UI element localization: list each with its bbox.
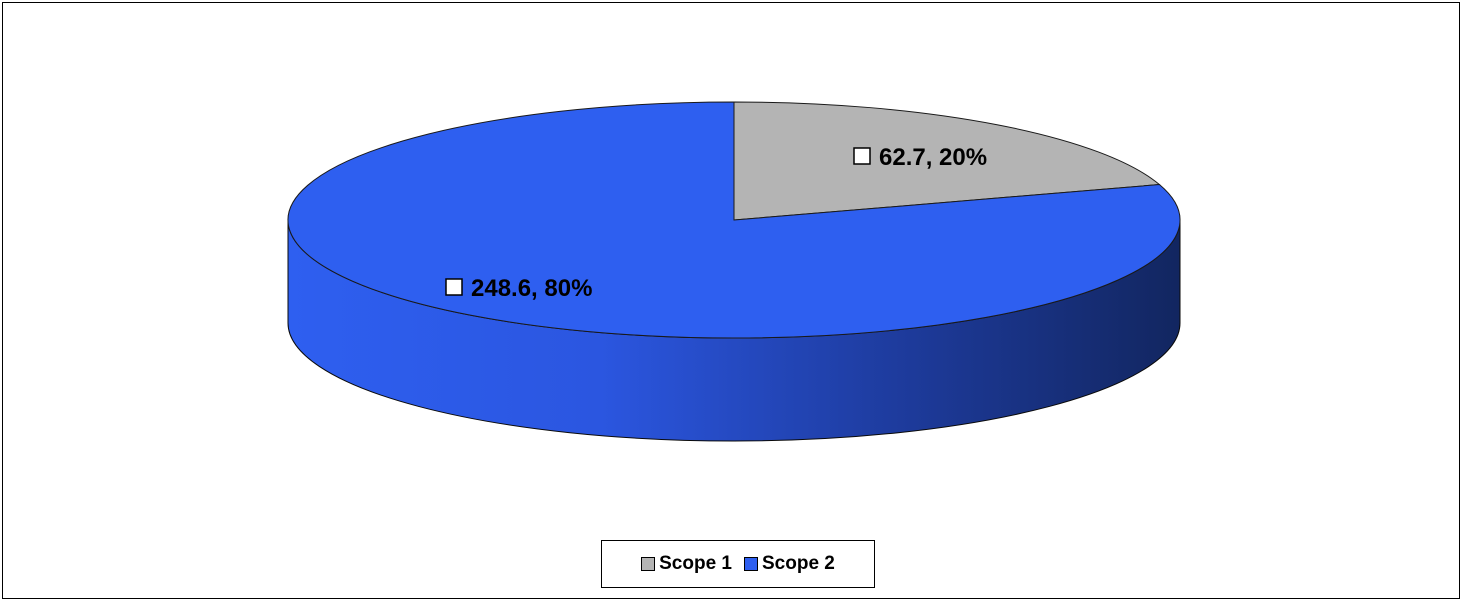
data-label-key-1 xyxy=(853,147,871,165)
data-label-key-2 xyxy=(445,278,463,296)
pie-top-face xyxy=(287,101,1181,339)
legend-swatch-scope-2 xyxy=(744,557,758,571)
legend-swatch-scope-1 xyxy=(641,557,656,571)
legend-label-scope-2: Scope 2 xyxy=(762,553,835,574)
data-label-2: 248.6, 80% xyxy=(445,275,592,302)
data-label-1: 62.7, 20% xyxy=(853,144,987,171)
pie-slice-scope-1 xyxy=(733,101,1161,221)
pie-data-labels: 62.7, 20% 248.6, 80% xyxy=(445,144,987,302)
legend-item-scope-1: Scope 1 xyxy=(641,553,732,575)
legend-item-scope-2: Scope 2 xyxy=(744,553,835,575)
legend: Scope 1 Scope 2 xyxy=(601,540,875,588)
pie-slice-scope-2 xyxy=(287,101,1181,339)
legend-label-scope-1: Scope 1 xyxy=(659,553,732,574)
data-label-text-1: 62.7, 20% xyxy=(879,144,987,171)
data-label-text-2: 248.6, 80% xyxy=(471,275,592,302)
